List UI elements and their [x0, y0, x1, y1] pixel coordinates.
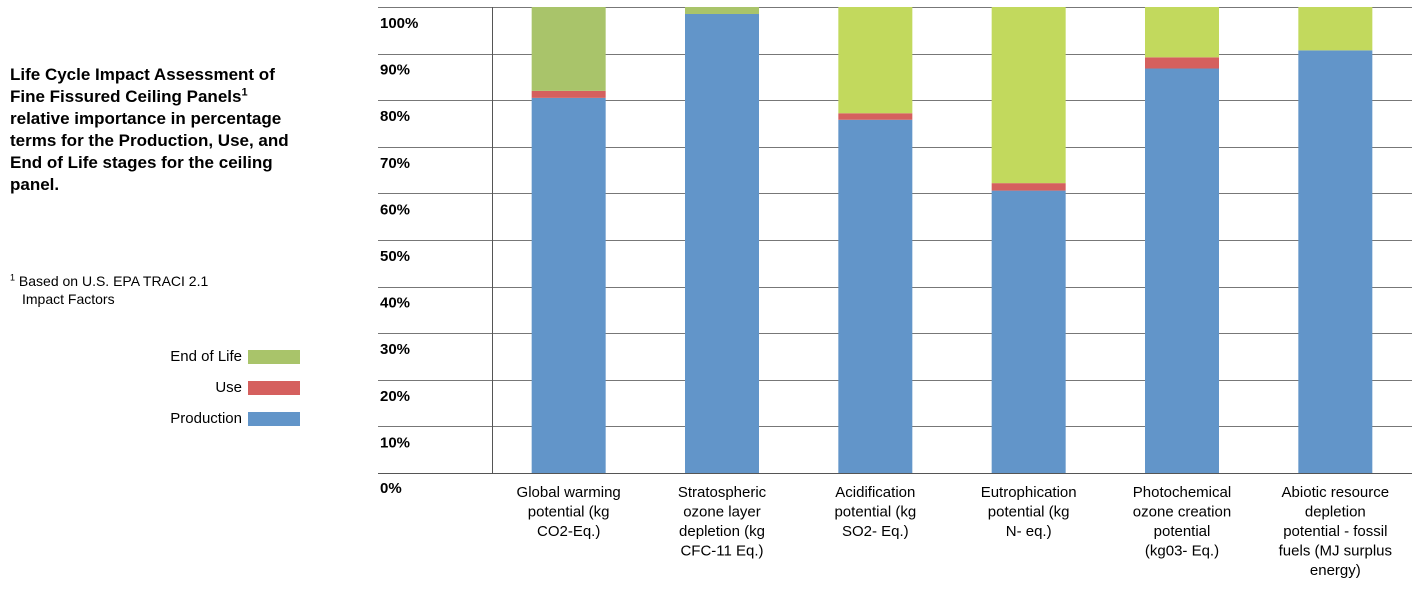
x-category-label: Photochemical ozone creation potential (kg0…: [1133, 484, 1231, 560]
y-tick-label: 0%: [380, 480, 402, 497]
bar-use: [531, 90, 606, 98]
legend-swatch-use: [248, 380, 300, 395]
y-tick-label: 50%: [380, 248, 410, 265]
bar-end-of-life: [991, 7, 1066, 184]
legend-item-production: Production: [120, 408, 300, 429]
bar-production: [1298, 50, 1373, 473]
bar-end-of-life: [1298, 7, 1373, 51]
bar-production: [531, 97, 606, 474]
y-tick-label: 30%: [380, 341, 410, 358]
bar-end-of-life: [1145, 7, 1219, 58]
footnote-text-1: Based on U.S. EPA TRACI 2.1: [18, 273, 209, 289]
y-tick-label: 70%: [380, 155, 410, 172]
bar-end-of-life: [838, 7, 913, 114]
bar-end-of-life: [685, 7, 759, 14]
bar-use: [838, 113, 913, 120]
legend-label-use: Use: [215, 379, 242, 396]
chart-title: Life Cycle Impact Assessment of Fine Fis…: [10, 64, 310, 196]
bar-production: [838, 119, 913, 473]
footnote-marker: 1: [10, 272, 16, 283]
legend-label-production: Production: [170, 410, 242, 427]
bar-production: [685, 13, 759, 474]
bar-end-of-life: [531, 7, 606, 91]
y-tick-label: 40%: [380, 295, 410, 312]
bar-production: [991, 190, 1066, 473]
y-tick-label: 100%: [380, 15, 418, 32]
legend-item-end-of-life: End of Life: [120, 346, 300, 367]
footnote: 1 Based on U.S. EPA TRACI 2.1 Impact Fac…: [10, 272, 300, 308]
footnote-line-1: 1 Based on U.S. EPA TRACI 2.1: [10, 272, 300, 290]
bar-production: [1145, 68, 1219, 474]
legend-swatch-production: [248, 411, 300, 426]
chart-title-text: Life Cycle Impact Assessment of Fine Fis…: [10, 65, 275, 106]
x-category-label: Abiotic resource depletion potential - fos…: [1279, 484, 1392, 579]
x-category-label: Eutrophication potential (kg N- eq.): [981, 484, 1077, 540]
y-tick-label: 10%: [380, 434, 410, 451]
x-category-label: Acidification potential (kg SO2- Eq.): [834, 484, 916, 540]
legend-item-use: Use: [120, 377, 300, 398]
x-category-label: Stratospheric ozone layer depletion (kg CFC…: [678, 484, 767, 560]
bar-use: [1145, 57, 1219, 69]
y-tick-label: 60%: [380, 201, 410, 218]
x-category-label: Global warming potential (kg CO2-Eq.): [517, 484, 621, 540]
legend-swatch-end-of-life: [248, 349, 300, 364]
chart-title-superscript: 1: [241, 86, 248, 99]
y-tick-label: 90%: [380, 62, 410, 79]
chart-title-text-after: relative importance in percentage terms …: [10, 109, 289, 194]
y-tick-label: 20%: [380, 388, 410, 405]
legend: End of Life Use Production: [120, 346, 300, 439]
legend-label-end-of-life: End of Life: [170, 348, 242, 365]
footnote-line-2: Impact Factors: [22, 291, 115, 307]
y-tick-label: 80%: [380, 108, 410, 125]
bar-use: [991, 183, 1066, 191]
